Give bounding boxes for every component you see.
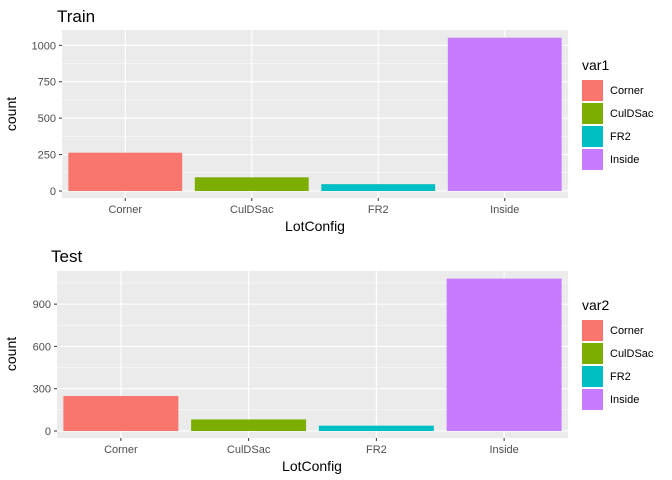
y-tick-label: 900 xyxy=(33,299,51,311)
y-tick-label: 750 xyxy=(38,77,56,89)
x-tick-label: Corner xyxy=(108,204,142,216)
bar-corner xyxy=(68,152,183,191)
legend-key-corner xyxy=(582,80,603,101)
y-tick-labels: 0 300 600 900 xyxy=(33,299,57,438)
chart-test: Test 0 300 600 900 Corner CulDSac FR2 Inside L… xyxy=(3,247,654,474)
legend-key-inside xyxy=(582,149,603,170)
bar-culdsac xyxy=(194,177,309,191)
x-tick-label: Inside xyxy=(490,204,519,216)
x-axis-title: LotConfig xyxy=(282,458,342,474)
legend-label: Inside xyxy=(610,394,639,406)
bar-culdsac xyxy=(191,419,307,431)
y-tick-label: 250 xyxy=(38,150,56,162)
bar-corner xyxy=(63,396,179,431)
legend-key-inside xyxy=(582,389,603,410)
legend-key-culdsac xyxy=(582,343,603,364)
y-tick-label: 0 xyxy=(50,186,56,198)
legend-title: var1 xyxy=(582,57,609,73)
y-tick-label: 500 xyxy=(38,113,56,125)
x-tick-label: CulDSac xyxy=(230,204,274,216)
y-axis-title: count xyxy=(3,97,19,131)
legend-label: CulDSac xyxy=(610,108,654,120)
x-tick-labels: Corner CulDSac FR2 Inside xyxy=(108,198,519,216)
y-tick-label: 0 xyxy=(45,426,51,438)
x-tick-label: CulDSac xyxy=(227,444,271,456)
bar-inside xyxy=(446,278,562,431)
legend-key-fr2 xyxy=(582,366,603,387)
legend-title: var2 xyxy=(582,297,609,313)
x-tick-label: FR2 xyxy=(368,204,389,216)
legend-label: Inside xyxy=(610,154,639,166)
x-axis-title: LotConfig xyxy=(285,218,345,234)
legend-label: Corner xyxy=(610,325,644,337)
y-axis-title: count xyxy=(3,337,19,371)
bars xyxy=(68,37,562,192)
legend-label: CulDSac xyxy=(610,348,654,360)
y-tick-label: 600 xyxy=(33,341,51,353)
chart-title: Train xyxy=(57,7,95,26)
y-tick-labels: 0 250 500 750 1000 xyxy=(32,40,62,198)
legend-key-culdsac xyxy=(582,103,603,124)
bars xyxy=(63,278,562,431)
x-tick-label: FR2 xyxy=(366,444,387,456)
chart-title: Test xyxy=(51,247,82,266)
x-tick-label: Corner xyxy=(104,444,138,456)
legend: var1 Corner CulDSac FR2 Inside xyxy=(582,57,654,170)
legend-label: FR2 xyxy=(610,371,631,383)
chart-train: Train 0 250 500 750 1000 Corner CulDSac FR2 Ins… xyxy=(3,7,654,234)
legend-key-fr2 xyxy=(582,126,603,147)
x-tick-labels: Corner CulDSac FR2 Inside xyxy=(104,438,519,456)
legend-label: Corner xyxy=(610,85,644,97)
y-tick-label: 1000 xyxy=(32,40,56,52)
bar-fr2 xyxy=(318,425,434,431)
legend: var2 Corner CulDSac FR2 Inside xyxy=(582,297,654,410)
legend-key-corner xyxy=(582,320,603,341)
legend-label: FR2 xyxy=(610,131,631,143)
x-tick-label: Inside xyxy=(489,444,518,456)
y-tick-label: 300 xyxy=(33,384,51,396)
bar-fr2 xyxy=(321,184,436,191)
bar-inside xyxy=(447,37,562,192)
